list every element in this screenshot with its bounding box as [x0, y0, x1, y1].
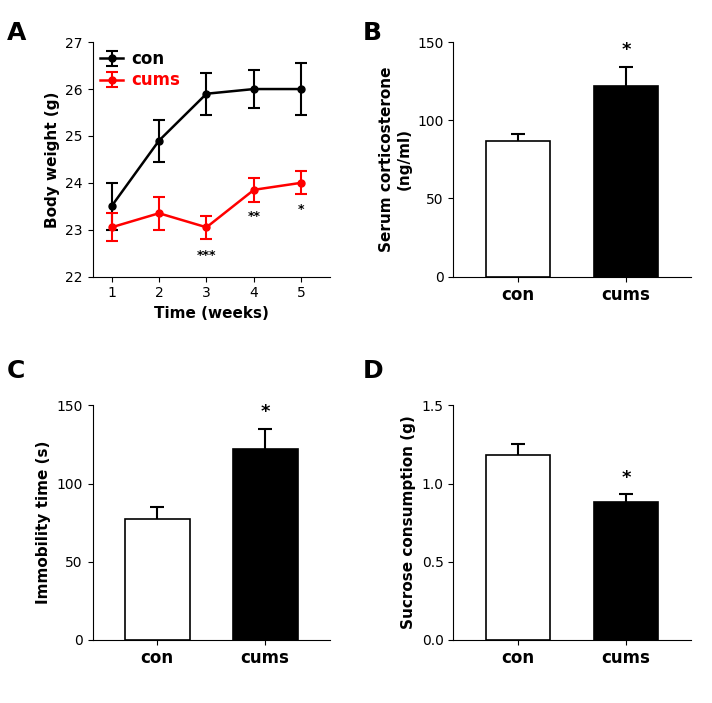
Bar	[594, 86, 659, 276]
Bar	[233, 449, 298, 640]
X-axis label: Time (weeks): Time (weeks)	[154, 306, 268, 321]
Bar	[594, 502, 659, 640]
Text: ***: ***	[197, 250, 216, 262]
Text: *: *	[298, 203, 305, 216]
Text: B: B	[363, 21, 382, 45]
Legend: con, cums: con, cums	[100, 50, 179, 89]
Bar	[486, 456, 550, 640]
Text: C: C	[7, 359, 26, 382]
Y-axis label: Immobility time (s): Immobility time (s)	[36, 441, 51, 605]
Bar	[486, 141, 550, 276]
Text: A: A	[7, 21, 26, 45]
Text: **: **	[248, 210, 261, 223]
Y-axis label: Sucrose consumption (g): Sucrose consumption (g)	[401, 415, 416, 629]
Text: *: *	[261, 403, 270, 421]
Text: D: D	[363, 359, 384, 382]
Text: *: *	[621, 470, 631, 487]
Bar	[125, 520, 189, 640]
Y-axis label: Body weight (g): Body weight (g)	[45, 91, 60, 228]
Y-axis label: Serum corticosterone
(ng/ml): Serum corticosterone (ng/ml)	[379, 67, 412, 252]
Text: *: *	[621, 41, 631, 59]
